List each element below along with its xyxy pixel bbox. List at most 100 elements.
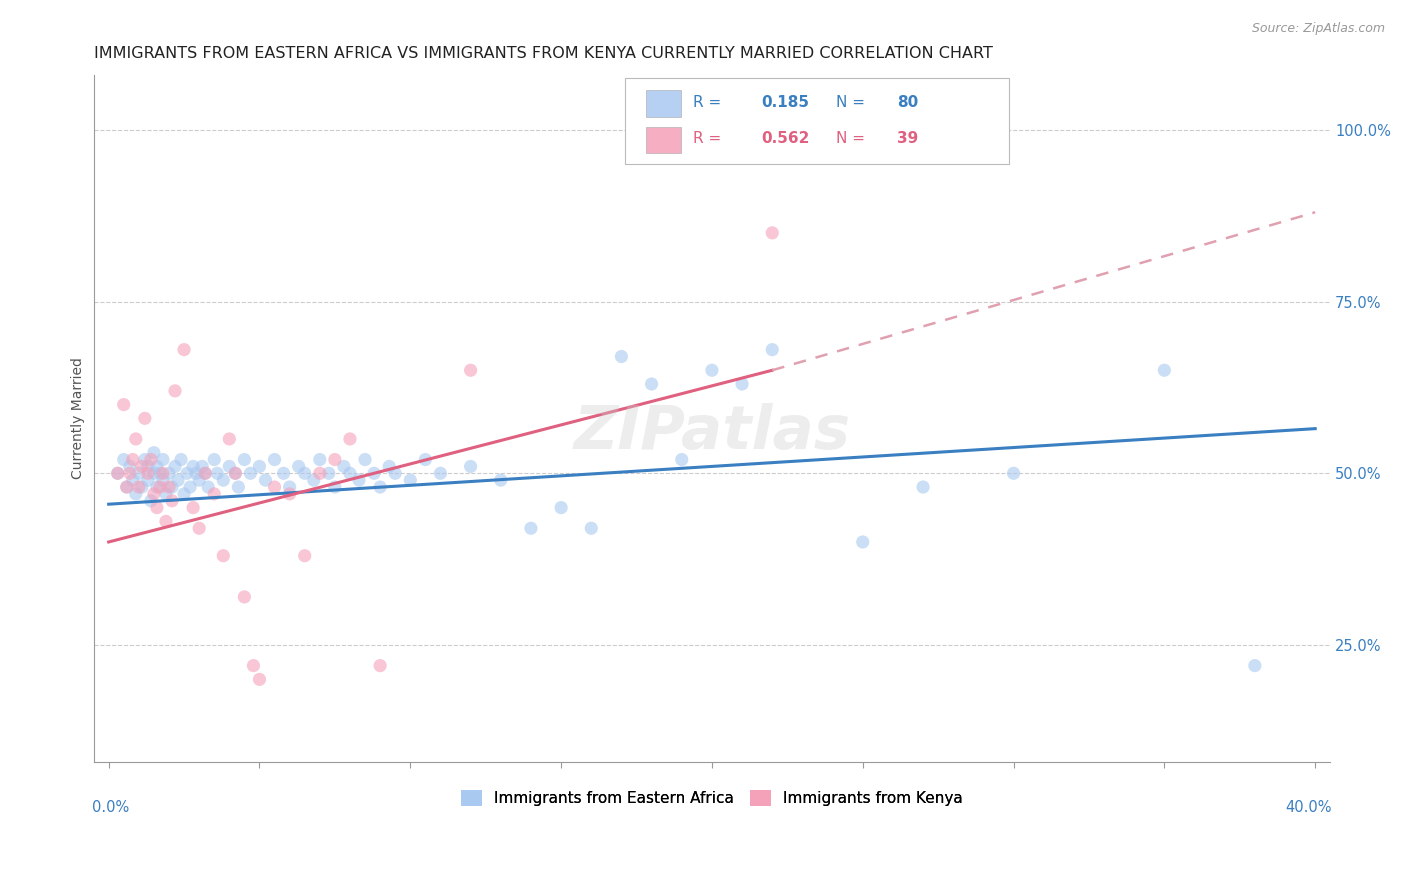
Point [263,452,285,467]
Point [581,521,603,535]
Point [228,480,250,494]
Point [212,549,235,563]
Legend: Immigrants from Eastern Africa, Immigrants from Kenya: Immigrants from Eastern Africa, Immigran… [454,784,969,813]
Point [197,480,219,494]
Point [128,480,150,494]
Point [191,459,214,474]
Point [323,480,346,494]
Point [347,473,370,487]
Point [363,467,385,481]
Point [131,459,153,474]
Point [136,467,159,481]
Point [163,459,186,474]
Point [107,467,129,481]
Point [302,473,325,487]
Y-axis label: Currently Married: Currently Married [72,358,86,479]
Point [399,473,422,487]
Point [125,487,148,501]
Point [157,467,180,481]
Text: 0.562: 0.562 [762,131,810,146]
Point [384,467,406,481]
Point [194,467,217,481]
Text: 39: 39 [897,131,918,146]
Text: ZIPatlas: ZIPatlas [574,402,851,461]
Point [139,452,162,467]
Point [429,467,451,481]
Point [118,467,141,481]
Point [202,487,225,501]
Point [188,521,211,535]
Point [233,452,256,467]
Text: R =: R = [693,131,727,146]
Point [136,473,159,487]
Point [163,384,186,398]
Point [134,452,156,467]
Point [115,480,138,494]
Point [173,343,195,357]
Text: IMMIGRANTS FROM EASTERN AFRICA VS IMMIGRANTS FROM KENYA CURRENTLY MARRIED CORREL: IMMIGRANTS FROM EASTERN AFRICA VS IMMIGR… [94,46,993,62]
Point [278,487,301,501]
Point [761,343,783,357]
Point [460,363,482,377]
Point [354,452,377,467]
FancyBboxPatch shape [647,90,681,117]
Point [308,467,330,481]
Point [333,459,356,474]
Point [112,398,135,412]
Point [278,480,301,494]
Point [242,658,264,673]
FancyBboxPatch shape [647,127,681,153]
Point [249,459,271,474]
Point [339,467,361,481]
Point [218,459,240,474]
Text: N =: N = [835,95,869,110]
Point [134,411,156,425]
Point [700,363,723,377]
Point [378,459,401,474]
Point [731,376,754,391]
FancyBboxPatch shape [626,78,1008,164]
Point [152,473,174,487]
Point [146,500,169,515]
Point [323,452,346,467]
Point [308,452,330,467]
Point [121,473,143,487]
Point [415,452,437,467]
Point [224,467,246,481]
Point [160,480,183,494]
Point [520,521,543,535]
Point [1153,363,1175,377]
Point [160,493,183,508]
Point [167,473,190,487]
Point [294,549,316,563]
Point [640,376,662,391]
Point [131,480,153,494]
Text: Source: ZipAtlas.com: Source: ZipAtlas.com [1251,22,1385,36]
Point [294,467,316,481]
Point [146,459,169,474]
Point [188,473,211,487]
Point [179,480,201,494]
Point [142,467,165,481]
Text: N =: N = [835,131,869,146]
Point [142,445,165,459]
Point [550,500,572,515]
Point [249,673,271,687]
Point [207,467,229,481]
Point [181,500,204,515]
Point [125,432,148,446]
Point [224,467,246,481]
Point [912,480,935,494]
Point [121,452,143,467]
Point [139,493,162,508]
Point [460,459,482,474]
Point [1002,467,1025,481]
Point [194,467,217,481]
Point [128,467,150,481]
Point [155,487,177,501]
Point [233,590,256,604]
Point [273,467,295,481]
Point [149,480,172,494]
Point [671,452,693,467]
Point [339,432,361,446]
